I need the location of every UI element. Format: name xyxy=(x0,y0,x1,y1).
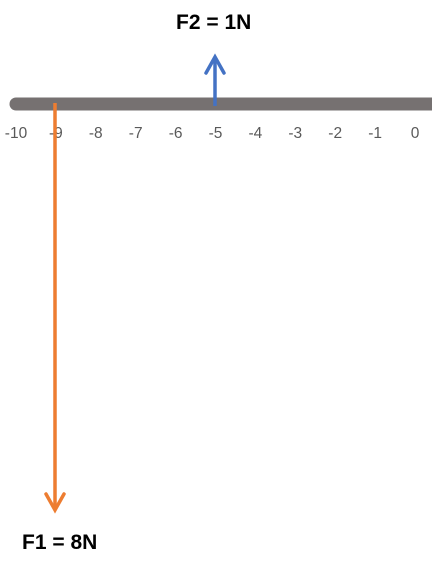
tick-label: -1 xyxy=(368,125,382,142)
tick-label: -3 xyxy=(288,125,302,142)
f1-arrow-head xyxy=(44,492,66,514)
tick-label: -6 xyxy=(169,125,183,142)
tick-label: -8 xyxy=(89,125,103,142)
f2-arrow-head xyxy=(204,53,226,75)
tick-label: -5 xyxy=(209,125,223,142)
tick-label: 0 xyxy=(411,125,420,142)
f2-label: F2 = 1N xyxy=(176,11,252,34)
tick-label: -2 xyxy=(328,125,342,142)
tick-label: -4 xyxy=(249,125,263,142)
tick-labels: -10-9-8-7-6-5-4-3-2-10 xyxy=(5,125,420,142)
f2-arrow xyxy=(204,53,226,106)
f1-label: F1 = 8N xyxy=(22,531,98,554)
f1-arrow xyxy=(44,103,66,514)
tick-label: -7 xyxy=(129,125,143,142)
tick-label: -10 xyxy=(5,125,28,142)
